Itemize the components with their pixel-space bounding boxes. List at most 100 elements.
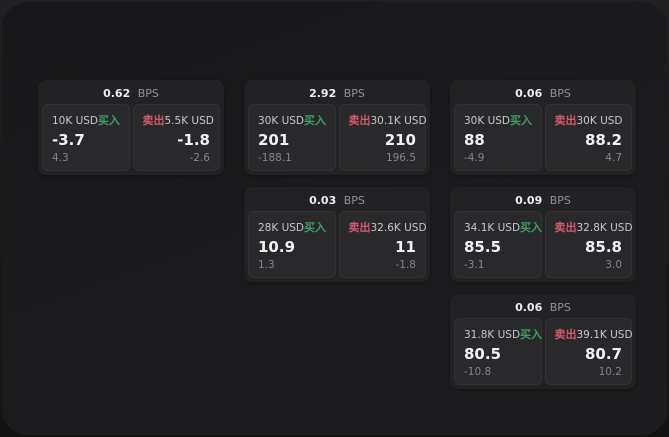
buy-panel-top: 34.1K USD 买入 xyxy=(464,219,542,235)
quote-card[interactable]: 0.62 BPS 10K USD 买入 -3.7 4.3 卖出 5.5K USD… xyxy=(38,80,224,175)
quote-card[interactable]: 0.03 BPS 28K USD 买入 10.9 1.3 卖出 32.6K US… xyxy=(244,187,430,282)
card-body: 31.8K USD 买入 80.5 -10.8 卖出 39.1K USD 80.… xyxy=(454,318,633,385)
buy-delta-value: 4.3 xyxy=(52,152,69,164)
sell-panel-top: 卖出 39.1K USD xyxy=(554,326,633,342)
buy-panel-top: 30K USD 买入 xyxy=(258,112,326,128)
quote-cards-grid: 0.62 BPS 10K USD 买入 -3.7 4.3 卖出 5.5K USD… xyxy=(38,80,636,389)
sell-size-label: 32.8K USD xyxy=(576,222,633,234)
sell-delta-value: 4.7 xyxy=(605,152,622,164)
bps-spread-value: 0.62 xyxy=(103,87,131,100)
sell-delta-value: -2.6 xyxy=(189,152,211,164)
sell-delta-value: 196.5 xyxy=(385,152,416,164)
buy-price-value: 10.9 xyxy=(258,237,296,256)
bps-spread-value: 0.06 xyxy=(515,301,543,314)
bps-unit-label: BPS xyxy=(137,87,159,100)
sell-panel-top: 卖出 32.6K USD xyxy=(348,219,427,235)
buy-price-value: 85.5 xyxy=(464,237,502,256)
buy-panel[interactable]: 28K USD 买入 10.9 1.3 xyxy=(248,211,336,278)
bps-spread-value: 0.09 xyxy=(515,194,543,207)
sell-size-label: 5.5K USD xyxy=(164,115,214,127)
card-body: 30K USD 买入 201 -188.1 卖出 30.1K USD 210 1… xyxy=(248,104,427,171)
sell-panel-top: 卖出 30K USD xyxy=(555,112,623,128)
sell-side-tag: 卖出 xyxy=(554,114,577,127)
buy-side-tag: 买入 xyxy=(98,114,121,127)
card-header: 2.92 BPS xyxy=(248,84,426,104)
sell-price-value: -1.8 xyxy=(177,130,210,149)
buy-side-tag: 买入 xyxy=(510,114,533,127)
card-body: 30K USD 买入 88 -4.9 卖出 30K USD 88.2 4.7 xyxy=(454,104,632,171)
card-header: 0.62 BPS xyxy=(42,84,220,104)
buy-side-tag: 买入 xyxy=(520,221,543,234)
bps-unit-label: BPS xyxy=(343,87,365,100)
sell-delta-value: 3.0 xyxy=(605,259,622,271)
sell-panel[interactable]: 卖出 39.1K USD 80.7 10.2 xyxy=(544,318,633,385)
bps-spread-value: 2.92 xyxy=(309,87,337,100)
sell-price-value: 11 xyxy=(395,237,416,256)
sell-side-tag: 卖出 xyxy=(554,328,577,341)
buy-delta-value: -188.1 xyxy=(258,152,292,164)
sell-side-tag: 卖出 xyxy=(348,114,371,127)
buy-panel-top: 28K USD 买入 xyxy=(258,219,326,235)
buy-delta-value: -10.8 xyxy=(464,366,492,378)
buy-size-label: 31.8K USD xyxy=(464,329,521,341)
buy-side-tag: 买入 xyxy=(304,221,327,234)
buy-side-tag: 买入 xyxy=(520,328,543,341)
sell-panel[interactable]: 卖出 30K USD 88.2 4.7 xyxy=(544,104,632,171)
sell-size-label: 39.1K USD xyxy=(576,329,633,341)
sell-panel-top: 卖出 30.1K USD xyxy=(348,112,427,128)
buy-panel[interactable]: 31.8K USD 买入 80.5 -10.8 xyxy=(454,318,542,385)
buy-panel[interactable]: 30K USD 买入 88 -4.9 xyxy=(454,104,542,171)
sell-price-value: 85.8 xyxy=(584,237,622,256)
sell-side-tag: 卖出 xyxy=(554,221,577,234)
quote-card[interactable]: 0.09 BPS 34.1K USD 买入 85.5 -3.1 卖出 32.8K… xyxy=(450,187,636,282)
sell-size-label: 30.1K USD xyxy=(370,115,427,127)
bps-unit-label: BPS xyxy=(549,194,571,207)
sell-panel[interactable]: 卖出 5.5K USD -1.8 -2.6 xyxy=(132,104,220,171)
sell-delta-value: 10.2 xyxy=(598,366,622,378)
buy-panel-top: 10K USD 买入 xyxy=(52,112,120,128)
sell-panel[interactable]: 卖出 32.8K USD 85.8 3.0 xyxy=(544,211,633,278)
buy-size-label: 30K USD xyxy=(464,115,511,127)
bps-unit-label: BPS xyxy=(343,194,365,207)
buy-panel-top: 30K USD 买入 xyxy=(464,112,532,128)
card-body: 28K USD 买入 10.9 1.3 卖出 32.6K USD 11 -1.8 xyxy=(248,211,427,278)
buy-size-label: 10K USD xyxy=(52,115,99,127)
sell-side-tag: 卖出 xyxy=(348,221,371,234)
card-body: 10K USD 买入 -3.7 4.3 卖出 5.5K USD -1.8 -2.… xyxy=(42,104,220,171)
buy-price-value: 88 xyxy=(464,130,485,149)
quote-card[interactable]: 0.06 BPS 30K USD 买入 88 -4.9 卖出 30K USD 8… xyxy=(450,80,636,175)
sell-price-value: 88.2 xyxy=(584,130,622,149)
card-header: 0.06 BPS xyxy=(454,84,632,104)
sell-price-value: 80.7 xyxy=(584,344,622,363)
sell-panel-top: 卖出 32.8K USD xyxy=(554,219,633,235)
bps-spread-value: 0.03 xyxy=(309,194,337,207)
sell-side-tag: 卖出 xyxy=(142,114,165,127)
quote-card[interactable]: 2.92 BPS 30K USD 买入 201 -188.1 卖出 30.1K … xyxy=(244,80,430,175)
sell-size-label: 32.6K USD xyxy=(370,222,427,234)
quote-card[interactable]: 0.06 BPS 31.8K USD 买入 80.5 -10.8 卖出 39.1… xyxy=(450,294,636,389)
sell-size-label: 30K USD xyxy=(576,115,623,127)
buy-size-label: 34.1K USD xyxy=(464,222,521,234)
card-header: 0.09 BPS xyxy=(454,191,632,211)
card-header: 0.03 BPS xyxy=(248,191,426,211)
bps-unit-label: BPS xyxy=(549,87,571,100)
buy-delta-value: -3.1 xyxy=(464,259,485,271)
buy-price-value: -3.7 xyxy=(52,130,85,149)
card-header: 0.06 BPS xyxy=(454,298,632,318)
bps-spread-value: 0.06 xyxy=(515,87,543,100)
buy-size-label: 28K USD xyxy=(258,222,305,234)
buy-side-tag: 买入 xyxy=(304,114,327,127)
sell-delta-value: -1.8 xyxy=(395,259,417,271)
sell-panel-top: 卖出 5.5K USD xyxy=(142,112,214,128)
buy-delta-value: 1.3 xyxy=(258,259,275,271)
buy-panel-top: 31.8K USD 买入 xyxy=(464,326,542,342)
buy-panel[interactable]: 10K USD 买入 -3.7 4.3 xyxy=(42,104,130,171)
buy-panel[interactable]: 30K USD 买入 201 -188.1 xyxy=(248,104,336,171)
sell-panel[interactable]: 卖出 32.6K USD 11 -1.8 xyxy=(338,211,427,278)
buy-price-value: 80.5 xyxy=(464,344,502,363)
buy-price-value: 201 xyxy=(258,130,290,149)
buy-size-label: 30K USD xyxy=(258,115,305,127)
sell-panel[interactable]: 卖出 30.1K USD 210 196.5 xyxy=(338,104,427,171)
buy-panel[interactable]: 34.1K USD 买入 85.5 -3.1 xyxy=(454,211,542,278)
